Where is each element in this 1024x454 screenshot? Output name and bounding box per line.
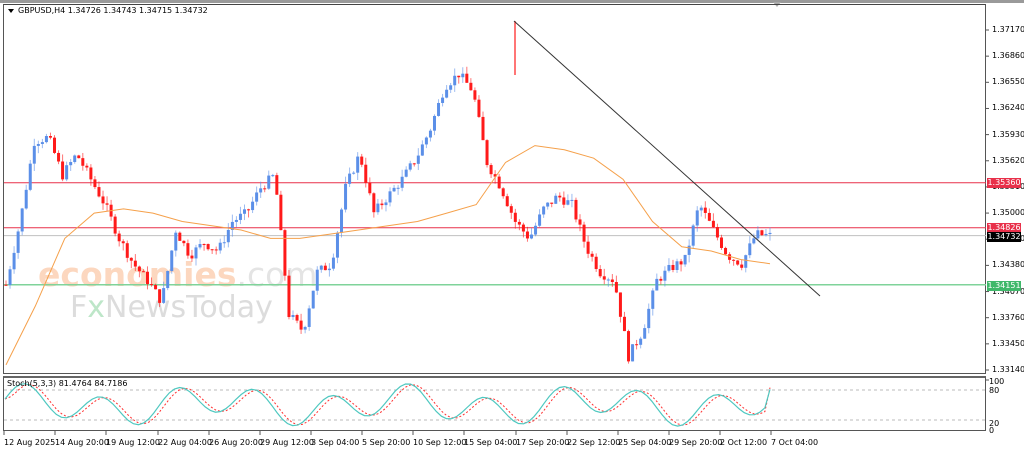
time-tick: 2 Oct 12:00	[720, 438, 768, 447]
dropdown-triangle-icon[interactable]	[8, 8, 14, 13]
watermark-main-text: economies	[38, 255, 237, 294]
time-tick: 26 Aug 20:00	[209, 438, 263, 447]
resistance-1-price-tag: 1.35360	[987, 178, 1021, 188]
price-tick: 1.36240	[992, 103, 1024, 113]
watermark-suffix-text: .com	[236, 255, 318, 294]
time-tick: 5 Sep 20:00	[362, 438, 411, 447]
price-panel[interactable]	[3, 4, 986, 374]
price-tick: 1.37170	[992, 25, 1024, 34]
time-tick: 12 Aug 2025	[4, 438, 56, 447]
time-tick: 19 Aug 12:00	[106, 438, 160, 447]
watermark-f: F	[70, 290, 88, 325]
symbol-ohlc-text: GBPUSD,H4 1.34726 1.34743 1.34715 1.3473…	[18, 6, 208, 15]
time-tick: 29 Aug 12:00	[260, 438, 314, 447]
watermark-newstoday: NewsToday	[105, 290, 273, 325]
watermark-economies: economies.com	[38, 255, 317, 294]
resistance-2-price-tag: 1.34826	[987, 223, 1021, 233]
price-tick: 1.33450	[992, 338, 1024, 348]
stoch-level-100: 100	[989, 377, 1005, 386]
watermark-x-icon: x	[87, 290, 106, 325]
time-tick: 29 Sep 20:00	[669, 438, 723, 447]
stochastic-label: Stoch(5,3,3) 81.4764 84.7186	[7, 379, 128, 388]
price-tick: 1.34380	[992, 260, 1024, 270]
time-tick: 3 Sep 04:00	[311, 438, 360, 447]
stoch-level-20: 20	[989, 419, 1000, 428]
price-tick: 1.35000	[992, 208, 1024, 218]
time-tick: 25 Sep 04:00	[618, 438, 672, 447]
chart-title: GBPUSD,H4 1.34726 1.34743 1.34715 1.3473…	[8, 6, 208, 15]
time-tick: 10 Sep 12:00	[413, 438, 467, 447]
time-tick: 14 Aug 20:00	[55, 438, 109, 447]
time-tick: 17 Sep 20:00	[516, 438, 570, 447]
watermark-fxnewstoday: FxNewsToday	[70, 290, 273, 325]
stoch-level-80: 80	[989, 386, 1000, 395]
stochastic-panel[interactable]	[3, 376, 986, 431]
price-tick: 1.36550	[992, 77, 1024, 87]
support-price-tag: 1.34151	[987, 281, 1021, 291]
time-tick: 15 Sep 04:00	[464, 438, 518, 447]
price-tick: 1.35930	[992, 129, 1024, 139]
time-tick: 7 Oct 04:00	[771, 438, 819, 447]
price-tick: 1.33760	[992, 312, 1024, 322]
price-tick: 1.33140	[992, 365, 1024, 374]
time-tick: 22 Aug 04:00	[158, 438, 212, 447]
price-tick: 1.34070	[992, 286, 1024, 296]
current-price-tag: 1.34732	[987, 232, 1021, 242]
stoch-level-0: 0	[989, 426, 995, 435]
price-tick: 1.35620	[992, 155, 1024, 165]
price-tick: 1.36860	[992, 51, 1024, 61]
time-tick: 22 Sep 12:00	[567, 438, 621, 447]
window-top-border	[0, 0, 1024, 3]
